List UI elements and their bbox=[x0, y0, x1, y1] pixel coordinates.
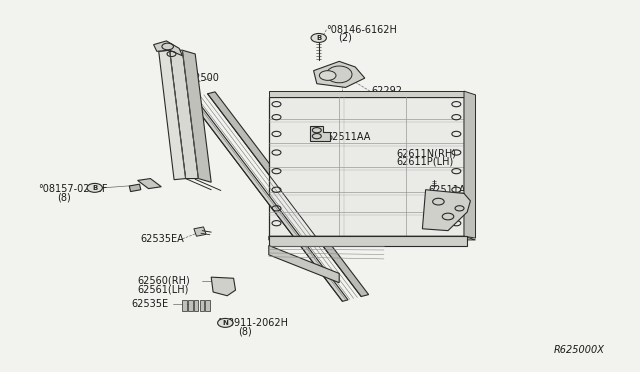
Polygon shape bbox=[314, 61, 365, 87]
Polygon shape bbox=[207, 92, 369, 296]
Polygon shape bbox=[269, 236, 476, 240]
Text: B: B bbox=[316, 35, 321, 41]
Circle shape bbox=[218, 318, 233, 327]
Text: (2): (2) bbox=[338, 33, 352, 43]
Text: 62500: 62500 bbox=[189, 73, 220, 83]
Polygon shape bbox=[170, 50, 198, 179]
Circle shape bbox=[311, 33, 326, 42]
Text: 62535EA: 62535EA bbox=[141, 234, 184, 244]
Text: N: N bbox=[222, 320, 228, 326]
Polygon shape bbox=[205, 300, 210, 311]
Polygon shape bbox=[269, 246, 339, 283]
Text: 62560(RH): 62560(RH) bbox=[138, 276, 190, 286]
Polygon shape bbox=[310, 126, 330, 141]
Text: °08157-02S2F: °08157-02S2F bbox=[38, 184, 108, 194]
Polygon shape bbox=[269, 97, 464, 236]
Polygon shape bbox=[182, 50, 211, 182]
Text: 62561(LH): 62561(LH) bbox=[138, 284, 189, 294]
Text: B: B bbox=[92, 185, 97, 191]
Text: °08911-2062H: °08911-2062H bbox=[218, 318, 289, 328]
Polygon shape bbox=[182, 300, 187, 311]
Polygon shape bbox=[464, 91, 476, 238]
Polygon shape bbox=[422, 190, 470, 231]
Polygon shape bbox=[138, 179, 161, 189]
Polygon shape bbox=[189, 97, 348, 301]
Polygon shape bbox=[154, 41, 182, 56]
Text: 62511A: 62511A bbox=[429, 185, 467, 195]
Text: (8): (8) bbox=[58, 192, 71, 202]
Polygon shape bbox=[129, 184, 141, 192]
Text: 62511AA: 62511AA bbox=[326, 132, 371, 142]
Polygon shape bbox=[200, 300, 204, 311]
Text: (8): (8) bbox=[238, 327, 252, 337]
Polygon shape bbox=[194, 227, 206, 236]
Polygon shape bbox=[211, 277, 236, 296]
Polygon shape bbox=[194, 300, 198, 311]
Text: 62292: 62292 bbox=[371, 86, 402, 96]
Polygon shape bbox=[269, 91, 464, 97]
Text: °08146-6162H: °08146-6162H bbox=[326, 25, 397, 35]
Text: 62611N(RH): 62611N(RH) bbox=[397, 148, 457, 158]
Polygon shape bbox=[269, 236, 467, 246]
Polygon shape bbox=[188, 300, 193, 311]
Text: 62535E: 62535E bbox=[131, 299, 168, 309]
Circle shape bbox=[87, 183, 102, 192]
Polygon shape bbox=[159, 50, 186, 180]
Text: R625000X: R625000X bbox=[554, 345, 605, 355]
Circle shape bbox=[319, 71, 336, 80]
Text: 62611P(LH): 62611P(LH) bbox=[397, 157, 454, 166]
